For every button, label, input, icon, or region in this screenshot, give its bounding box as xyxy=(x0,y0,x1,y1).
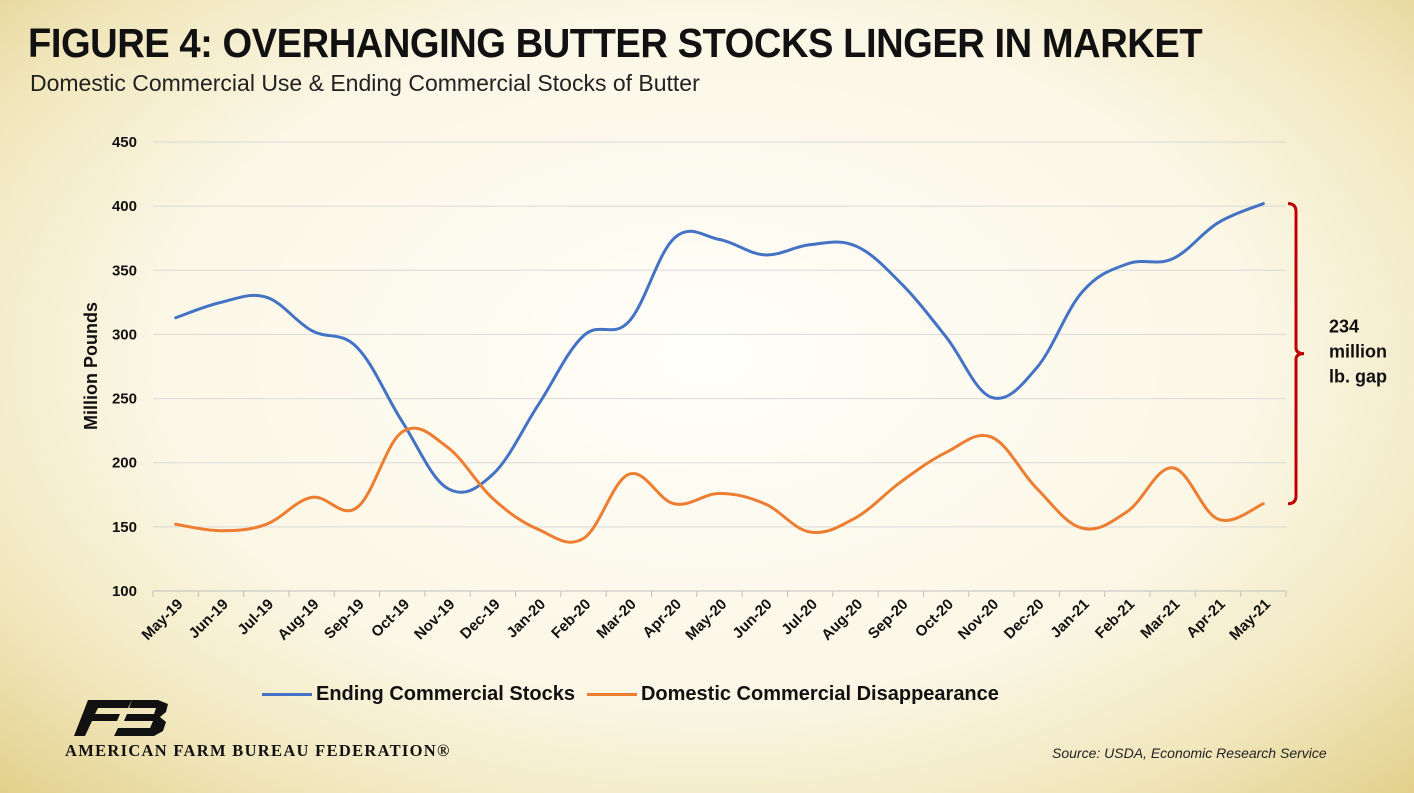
x-tick-label: Dec-19 xyxy=(457,596,504,643)
x-tick-label: Sep-20 xyxy=(865,596,912,643)
legend-label: Ending Commercial Stocks xyxy=(316,683,575,705)
y-tick-label: 150 xyxy=(112,519,137,536)
x-tick-label: Feb-20 xyxy=(548,596,594,642)
y-tick-label: 400 xyxy=(112,198,137,215)
x-tick-label: May-21 xyxy=(1226,596,1274,644)
chart-subtitle: Domestic Commercial Use & Ending Commerc… xyxy=(30,70,700,96)
x-tick-label: Jan-21 xyxy=(1047,596,1093,642)
x-tick-label: Jan-20 xyxy=(503,596,549,642)
y-tick-label: 300 xyxy=(112,326,137,343)
x-tick-label: Mar-20 xyxy=(593,596,639,642)
x-tick-label: Feb-21 xyxy=(1092,596,1138,642)
y-axis-label: Million Pounds xyxy=(81,302,101,430)
x-tick-label: Jun-19 xyxy=(186,596,232,642)
x-tick-label: May-20 xyxy=(682,596,730,644)
gap-annotation-text: million xyxy=(1329,342,1387,362)
x-tick-label: Jun-20 xyxy=(729,596,775,642)
gap-annotation: 234 million lb. gap xyxy=(1287,202,1387,506)
y-tick-label: 200 xyxy=(112,455,137,472)
series-line-ending-stocks xyxy=(174,202,1265,494)
x-tick-label: Aug-19 xyxy=(274,596,322,644)
y-tick-label: 250 xyxy=(112,391,137,408)
x-tick-label: Jul-20 xyxy=(778,596,821,639)
legend-swatch-orange xyxy=(586,693,637,696)
legend-label: Domestic Commercial Disappearance xyxy=(640,683,999,705)
x-tick-label: Sep-19 xyxy=(321,596,368,643)
x-tick-label: Jul-19 xyxy=(234,596,277,639)
afbf-logo-text: AMERICAN FARM BUREAU FEDERATION® xyxy=(65,741,451,760)
chart-title: FIGURE 4: OVERHANGING BUTTER STOCKS LING… xyxy=(28,20,1203,66)
gap-annotation-text: 234 xyxy=(1329,317,1359,337)
gap-bracket xyxy=(1287,202,1305,506)
series-lines xyxy=(174,202,1265,544)
fb-logo-icon xyxy=(74,700,168,736)
x-tick-label: Oct-19 xyxy=(368,596,413,641)
y-tick-label: 100 xyxy=(112,583,137,600)
series-line-disappearance xyxy=(174,426,1265,544)
x-axis xyxy=(152,590,1287,597)
x-tick-label: Nov-20 xyxy=(955,596,1002,643)
legend-swatch-blue xyxy=(262,693,312,696)
x-tick-label: Aug-20 xyxy=(818,596,866,644)
legend-item-disappearance: Domestic Commercial Disappearance xyxy=(586,683,999,706)
legend-item-ending-stocks: Ending Commercial Stocks xyxy=(262,683,575,706)
x-tick-label: Apr-20 xyxy=(639,596,685,642)
x-tick-label: Nov-19 xyxy=(411,596,458,643)
x-tick-label: May-19 xyxy=(139,596,187,644)
gridlines xyxy=(153,141,1286,528)
gap-annotation-text: lb. gap xyxy=(1329,367,1387,387)
y-axis-ticks: 100 150 200 250 300 350 400 450 xyxy=(112,134,137,600)
source-note: Source: USDA, Economic Research Service xyxy=(1052,745,1327,761)
x-tick-label: Oct-20 xyxy=(912,596,957,641)
legend: Ending Commercial Stocks Domestic Commer… xyxy=(262,683,1011,706)
x-tick-label: Mar-21 xyxy=(1137,596,1183,642)
y-tick-label: 450 xyxy=(112,134,137,151)
y-tick-label: 350 xyxy=(112,262,137,279)
x-tick-label: Apr-21 xyxy=(1183,596,1229,642)
x-tick-label: Dec-20 xyxy=(1001,596,1048,643)
